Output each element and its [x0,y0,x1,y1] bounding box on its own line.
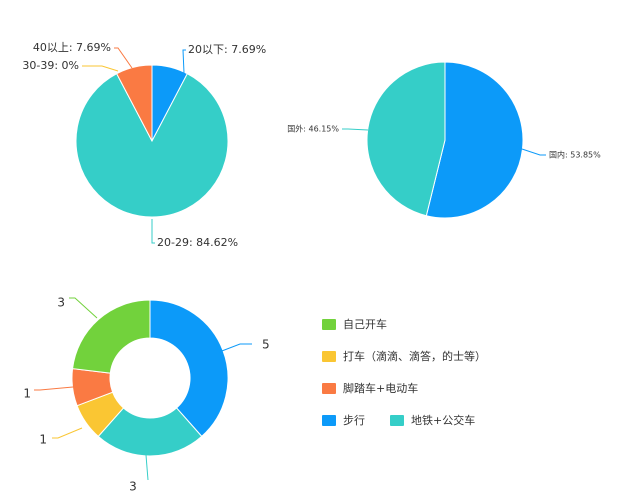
legend-label: 自己开车 [343,318,387,331]
chart-2-label-1: 国外: 46.15% [287,124,339,134]
legend-label: 脚踏车+电动车 [343,382,419,395]
chart-2-slice-1 [366,61,446,217]
legend-swatch [322,414,336,426]
legend-item-bike[interactable]: 脚踏车+电动车 [322,380,418,396]
chart-1-label-1: 20-29: 84.62% [157,236,238,249]
chart-2-leader-1 [342,128,369,131]
chart-1-leader-2 [82,65,119,72]
chart-1-label-2: 30-39: 0% [22,59,79,72]
legend-label: 地铁+公交车 [411,414,476,427]
chart-3-leader-3 [34,386,74,391]
legend-item-taxi[interactable]: 打车（滴滴、滴答，的士等） [322,348,486,364]
chart-3-label-2: 1 [39,433,47,447]
chart-1-slice-1 [75,73,229,218]
chart-3-label-0: 5 [262,338,270,352]
chart-1-label-0: 20以下: 7.69% [188,43,266,56]
legend-swatch [322,318,336,330]
chart-2-leader-0 [521,148,546,156]
chart-1-label-3: 40以上: 7.69% [33,41,111,54]
chart-3-label-4: 3 [57,296,65,310]
chart-3-label-1: 3 [129,480,137,494]
legend-swatch [390,414,404,426]
chart-3-label-3: 1 [23,387,31,401]
chart-1-leader-1 [151,219,155,244]
chart-1-leader-3 [114,47,133,69]
chart-3-slice-0 [149,299,229,438]
chart-3-leader-1 [145,454,149,481]
chart-3-leader-4 [69,297,98,319]
chart-1-leader-0 [182,49,186,74]
chart-1-slice-3 [116,64,153,142]
legend-item-metro-bus[interactable]: 地铁+公交车 [390,412,475,428]
chart-3-slice-4 [72,299,151,374]
donut-legend: 自己开车 打车（滴滴、滴答，的士等） 脚踏车+电动车 步行 地铁+公交车 [322,316,622,436]
legend-swatch [322,382,336,394]
legend-swatch [322,350,336,362]
chart-2-label-0: 国内: 53.85% [549,150,601,160]
legend-item-drive[interactable]: 自己开车 [322,316,387,332]
legend-label: 步行 [343,414,365,427]
legend-label: 打车（滴滴、滴答，的士等） [343,350,486,363]
chart-3-leader-2 [52,427,83,439]
chart-3-leader-0 [213,343,252,355]
legend-item-walk[interactable]: 步行 [322,412,365,428]
